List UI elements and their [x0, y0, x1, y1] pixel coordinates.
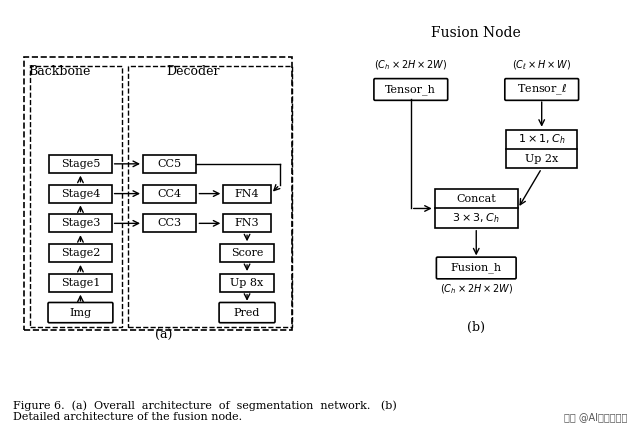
Text: FN3: FN3 [235, 218, 259, 228]
Text: Stage2: Stage2 [61, 248, 100, 258]
Title: Fusion Node: Fusion Node [431, 26, 521, 40]
FancyBboxPatch shape [143, 185, 196, 202]
Text: Stage5: Stage5 [61, 159, 100, 169]
Text: (a): (a) [155, 330, 172, 342]
Text: Concat: Concat [456, 194, 496, 204]
FancyBboxPatch shape [505, 79, 579, 100]
FancyBboxPatch shape [436, 257, 516, 279]
Text: Tensor_$\ell$: Tensor_$\ell$ [516, 82, 567, 97]
Text: Stage1: Stage1 [61, 278, 100, 288]
Text: Up 8x: Up 8x [230, 278, 264, 288]
FancyBboxPatch shape [48, 302, 113, 323]
FancyBboxPatch shape [49, 155, 112, 173]
Text: Stage4: Stage4 [61, 189, 100, 198]
FancyBboxPatch shape [219, 302, 275, 323]
Text: Fusion_h: Fusion_h [451, 263, 502, 273]
Text: Figure 6.  (a)  Overall  architecture  of  segmentation  network.   (b)
Detailed: Figure 6. (a) Overall architecture of se… [13, 400, 397, 422]
FancyBboxPatch shape [220, 274, 274, 292]
FancyBboxPatch shape [220, 244, 274, 262]
FancyBboxPatch shape [506, 130, 577, 169]
Text: 头条 @AI科技大本营: 头条 @AI科技大本营 [564, 412, 627, 422]
Text: $3 \times 3, C_h$: $3 \times 3, C_h$ [452, 211, 500, 225]
Text: Img: Img [69, 308, 92, 318]
FancyBboxPatch shape [435, 189, 518, 228]
Text: Stage3: Stage3 [61, 218, 100, 228]
FancyBboxPatch shape [223, 214, 271, 232]
FancyBboxPatch shape [49, 185, 112, 202]
Text: $(C_h \times 2H \times 2W)$: $(C_h \times 2H \times 2W)$ [440, 283, 513, 297]
FancyBboxPatch shape [223, 185, 271, 202]
Text: Score: Score [231, 248, 263, 258]
Text: CC5: CC5 [157, 159, 182, 169]
Text: $(C_\ell \times H \times W)$: $(C_\ell \times H \times W)$ [512, 58, 572, 72]
FancyBboxPatch shape [49, 244, 112, 262]
Text: FN4: FN4 [235, 189, 259, 198]
Text: Backbone: Backbone [28, 65, 91, 78]
Text: Pred: Pred [234, 308, 260, 318]
Text: Decoder: Decoder [167, 65, 220, 78]
FancyBboxPatch shape [143, 214, 196, 232]
Text: CC4: CC4 [157, 189, 182, 198]
FancyBboxPatch shape [374, 79, 448, 100]
Text: Up 2x: Up 2x [525, 154, 558, 164]
FancyBboxPatch shape [143, 155, 196, 173]
Text: (b): (b) [467, 321, 485, 334]
Text: $1 \times 1, C_h$: $1 \times 1, C_h$ [518, 132, 566, 146]
FancyBboxPatch shape [49, 214, 112, 232]
Text: CC3: CC3 [157, 218, 182, 228]
Text: Tensor_h: Tensor_h [385, 84, 436, 95]
Text: $(C_h \times 2H \times 2W)$: $(C_h \times 2H \times 2W)$ [374, 58, 447, 72]
FancyBboxPatch shape [49, 274, 112, 292]
